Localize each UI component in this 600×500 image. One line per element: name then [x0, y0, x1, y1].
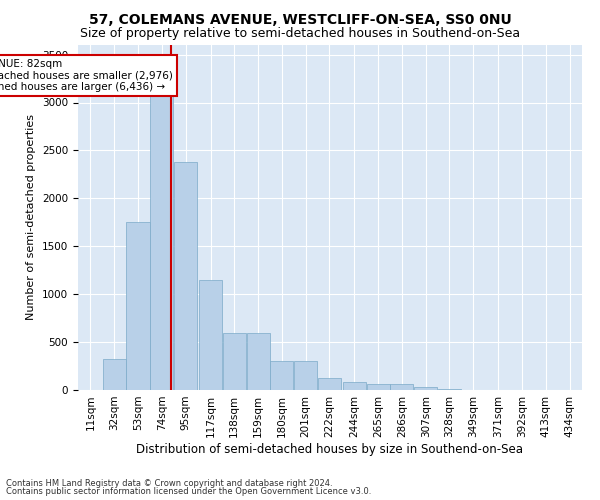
Text: Contains public sector information licensed under the Open Government Licence v3: Contains public sector information licen… [6, 487, 371, 496]
Bar [318, 378, 341, 390]
Text: 57, COLEMANS AVENUE, WESTCLIFF-ON-SEA, SS0 0NU: 57, COLEMANS AVENUE, WESTCLIFF-ON-SEA, S… [89, 12, 511, 26]
Bar [367, 384, 389, 390]
Bar [247, 334, 269, 390]
Bar [174, 162, 197, 390]
Bar [294, 361, 317, 390]
Bar [127, 222, 149, 390]
X-axis label: Distribution of semi-detached houses by size in Southend-on-Sea: Distribution of semi-detached houses by … [137, 442, 523, 456]
Bar [271, 361, 293, 390]
Y-axis label: Number of semi-detached properties: Number of semi-detached properties [26, 114, 37, 320]
Bar [223, 334, 246, 390]
Text: 57 COLEMANS AVENUE: 82sqm
← 31% of semi-detached houses are smaller (2,976)
68% : 57 COLEMANS AVENUE: 82sqm ← 31% of semi-… [0, 59, 173, 92]
Bar [150, 64, 173, 390]
Bar [103, 360, 126, 390]
Bar [391, 384, 413, 390]
Bar [343, 382, 366, 390]
Text: Size of property relative to semi-detached houses in Southend-on-Sea: Size of property relative to semi-detach… [80, 28, 520, 40]
Bar [438, 388, 461, 390]
Text: Contains HM Land Registry data © Crown copyright and database right 2024.: Contains HM Land Registry data © Crown c… [6, 478, 332, 488]
Bar [414, 387, 437, 390]
Bar [199, 280, 222, 390]
